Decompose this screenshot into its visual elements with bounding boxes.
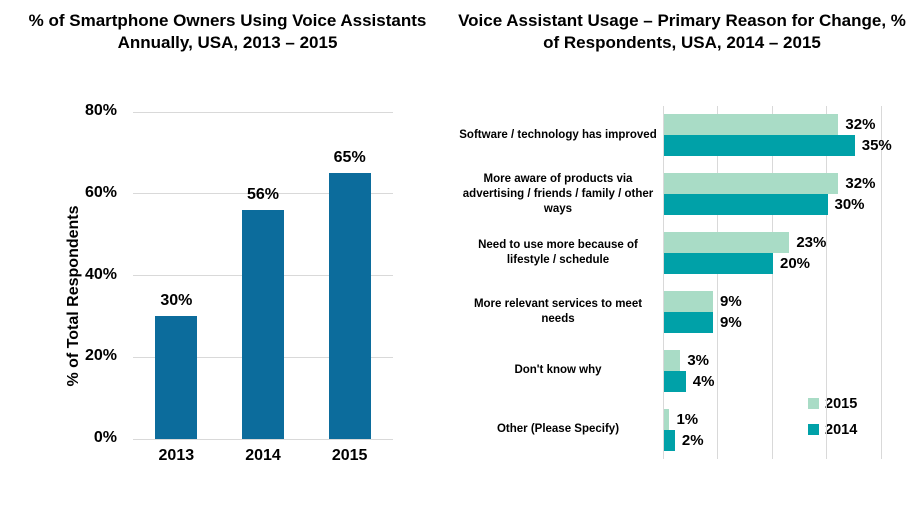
right-gridline: [717, 106, 718, 459]
bar-2015: [664, 173, 839, 195]
left-ytick-label: 0%: [93, 429, 117, 446]
legend-swatch-icon: [808, 424, 819, 435]
bar-2014: [242, 210, 284, 439]
right-gridline: [771, 106, 773, 459]
bar-value-label: 9%: [720, 292, 742, 310]
legend-label: 2015: [825, 395, 858, 412]
bar-2014: [664, 253, 773, 275]
right-gridline: [662, 106, 664, 459]
bar-2015: [664, 114, 839, 136]
category-label: Other (Please Specify): [496, 423, 620, 436]
bar-value-label: 32%: [845, 116, 876, 134]
bar-2015: [664, 232, 790, 254]
legend-item-2015: 2015: [808, 393, 857, 414]
bar-value-label: 4%: [692, 372, 715, 390]
bar-2015: [664, 290, 714, 312]
bar-value-label: 30%: [834, 196, 865, 214]
bar-2014: [664, 311, 714, 333]
bar-2014: [664, 135, 855, 157]
bar-2014: [664, 370, 686, 392]
bar-value-label: 20%: [780, 255, 811, 273]
bar-value-label: 23%: [796, 234, 827, 252]
bar-value-label: 1%: [676, 410, 699, 428]
left-ytick-label: 80%: [84, 102, 117, 119]
category-label: More relevant services to meet needs: [473, 297, 643, 325]
category-label: Software / technology has improved: [459, 128, 657, 141]
bar-value-label: 9%: [720, 313, 742, 331]
bar-2014: [664, 194, 828, 216]
bar-value-label: 32%: [845, 175, 876, 193]
legend-swatch-icon: [808, 398, 819, 409]
legend-label: 2014: [825, 421, 858, 438]
left-gridline: [133, 438, 393, 440]
bar-value-label: 65%: [333, 149, 366, 167]
bar-value-label: 56%: [246, 186, 280, 204]
left-gridline: [133, 193, 393, 195]
bar-2015: [328, 173, 371, 439]
left-ytick-label: 40%: [84, 265, 117, 283]
bar-value-label: 30%: [160, 292, 193, 310]
bar-2015: [664, 408, 670, 430]
legend-item-2014: 2014: [808, 419, 857, 440]
left-ytick-label: 60%: [84, 183, 117, 201]
right-chart-legend: 2015 2014: [804, 391, 862, 442]
right-gridline: [880, 106, 882, 459]
category-label: Need to use more because of lifestyle / …: [478, 239, 638, 267]
x-category-label: 2013: [158, 447, 195, 464]
bar-2014: [664, 429, 675, 451]
x-category-label: 2014: [245, 447, 281, 464]
left-gridline: [133, 111, 393, 113]
x-category-label: 2015: [331, 447, 368, 464]
left-chart-title: % of Smartphone Owners Using Voice Assis…: [28, 11, 427, 53]
left-ytick-label: 20%: [84, 347, 117, 365]
bar-value-label: 2%: [681, 431, 704, 449]
bar-2015: [664, 349, 681, 371]
right-gridline: [826, 106, 827, 459]
category-label: More aware of products via advertising /…: [462, 172, 654, 215]
bar-2013: [155, 316, 198, 439]
category-label: Don't know why: [514, 364, 602, 377]
right-chart-title: Voice Assistant Usage – Primary Reason f…: [458, 11, 906, 53]
bar-value-label: 3%: [687, 351, 710, 369]
bar-value-label: 35%: [861, 137, 892, 155]
